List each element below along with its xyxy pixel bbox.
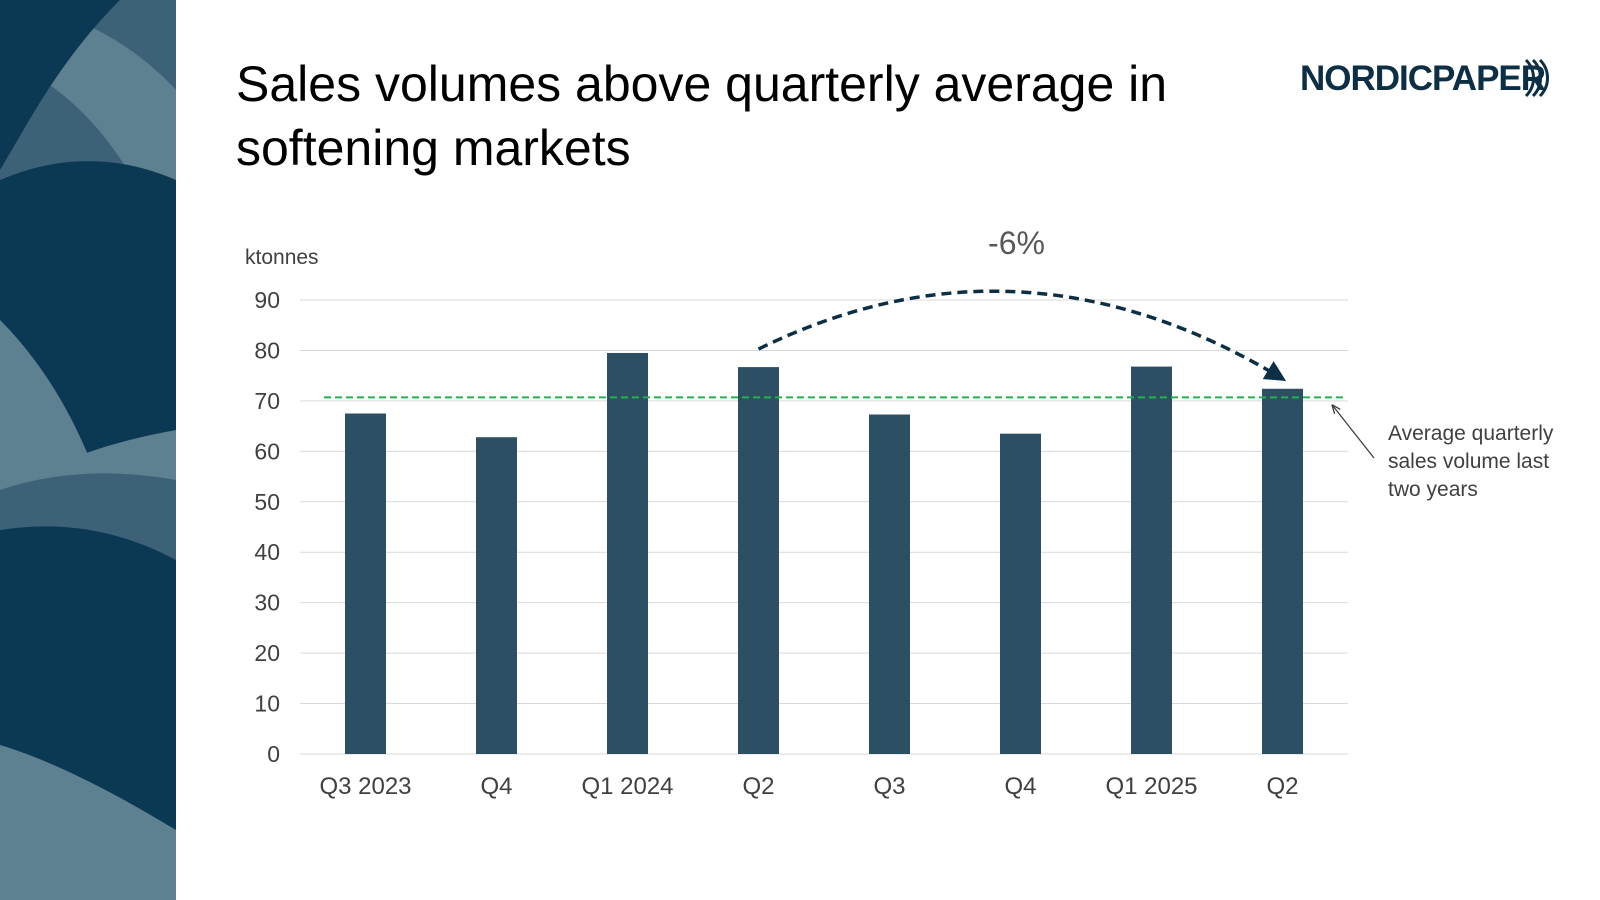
x-category-label: Q4 xyxy=(480,773,512,800)
average-note-pointer xyxy=(1333,406,1375,459)
bar xyxy=(607,352,648,754)
bar xyxy=(1262,388,1303,754)
y-axis-ticks: 0 10 20 30 40 50 60 70 80 90 xyxy=(254,287,280,767)
nordic-paper-logo: NORDICPAPER xyxy=(1300,58,1549,98)
y-tick-label: 60 xyxy=(254,438,280,464)
y-tick-label: 10 xyxy=(254,691,280,717)
x-category-label: Q3 2023 xyxy=(319,773,411,800)
y-axis-unit-label: ktonnes xyxy=(245,246,319,269)
x-category-label: Q1 2025 xyxy=(1105,773,1197,800)
change-annotation-group: -6% xyxy=(757,225,1287,381)
change-percentage-label: -6% xyxy=(988,225,1045,261)
bar xyxy=(738,367,779,754)
change-arrow xyxy=(757,289,1287,381)
bar xyxy=(345,413,386,754)
y-tick-label: 20 xyxy=(254,640,280,666)
y-tick-label: 0 xyxy=(267,741,280,767)
bar xyxy=(1131,366,1172,754)
bars xyxy=(345,352,1303,754)
x-category-label: Q3 xyxy=(873,773,905,800)
logo-wordmark: NORDICPAPER xyxy=(1300,59,1546,98)
x-axis-labels: Q3 2023 Q4 Q1 2024 Q2 Q3 Q4 Q1 2025 Q2 xyxy=(319,773,1298,800)
gridlines xyxy=(300,299,1348,755)
y-tick-label: 70 xyxy=(254,388,280,414)
bar xyxy=(1000,433,1041,754)
x-category-label: Q2 xyxy=(742,773,774,800)
average-line-group xyxy=(324,396,1375,459)
x-category-label: Q1 2024 xyxy=(581,773,673,800)
average-note-line: two years xyxy=(1388,478,1478,501)
y-tick-label: 50 xyxy=(254,489,280,515)
slide-title: Sales volumes above quarterly average in… xyxy=(236,56,1168,176)
bar xyxy=(476,437,517,754)
average-note-line: Average quarterly xyxy=(1388,422,1554,445)
average-line-note: Average quarterly sales volume last two ye… xyxy=(1388,422,1554,501)
y-tick-label: 80 xyxy=(254,337,280,363)
x-category-label: Q2 xyxy=(1266,773,1298,800)
x-category-label: Q4 xyxy=(1004,773,1036,800)
y-tick-label: 40 xyxy=(254,539,280,565)
y-tick-label: 90 xyxy=(254,287,280,313)
bar xyxy=(869,414,910,754)
average-note-line: sales volume last xyxy=(1388,450,1549,473)
decorative-side-panel xyxy=(0,0,176,900)
y-tick-label: 30 xyxy=(254,590,280,616)
